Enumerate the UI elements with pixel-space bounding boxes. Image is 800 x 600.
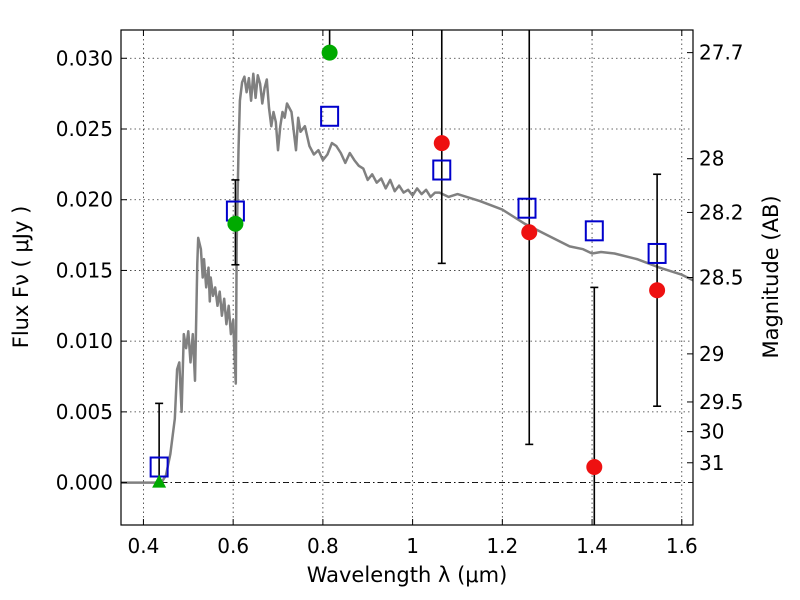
x-tick-label: 0.8 — [307, 534, 339, 558]
circle-marker — [227, 215, 244, 232]
right-tick-label: 29.5 — [699, 390, 744, 414]
square-marker — [647, 242, 667, 264]
right-axis-ticks: 27.7 28 28.2 28.5 29 29.5 30 31 — [687, 41, 744, 475]
square-marker — [584, 220, 604, 242]
y-tick-label: 0.005 — [56, 400, 113, 424]
right-tick-label: 30 — [699, 420, 724, 444]
marker-layer — [149, 44, 667, 488]
circle-marker — [433, 135, 450, 152]
right-tick-label: 31 — [699, 451, 724, 475]
y-axis-ticks: 0.000 0.005 0.010 0.015 0.020 0.025 0.030 — [56, 46, 127, 495]
x-tick-label: 1.6 — [666, 534, 698, 558]
right-tick-label: 29 — [699, 342, 724, 366]
y-tick-label: 0.015 — [56, 258, 113, 282]
gridlines — [121, 30, 693, 525]
y-tick-label: 0.030 — [56, 46, 113, 70]
x-axis-ticks: 0.4 0.6 0.8 1 1.2 1.4 1.6 — [128, 30, 698, 558]
y-axis-label: Flux Fν ( μJy ) — [9, 206, 33, 349]
x-axis-label: Wavelength λ (μm) — [307, 563, 508, 587]
model-spectrum-line — [121, 72, 693, 484]
square-marker — [432, 159, 452, 181]
right-axis-label: Magnitude (AB) — [759, 195, 783, 358]
errorbar-layer — [155, 30, 662, 525]
y-tick-label: 0.025 — [56, 117, 113, 141]
right-tick-label: 28 — [699, 147, 724, 171]
y-tick-label: 0.000 — [56, 471, 113, 495]
x-tick-label: 1 — [406, 534, 419, 558]
y-tick-label: 0.020 — [56, 188, 113, 212]
circle-marker — [649, 282, 666, 299]
right-tick-label: 28.5 — [699, 266, 744, 290]
right-tick-label: 27.7 — [699, 41, 744, 65]
square-marker — [320, 105, 340, 127]
x-tick-label: 1.4 — [576, 534, 608, 558]
x-tick-label: 1.2 — [486, 534, 518, 558]
spectrum-layer — [121, 72, 693, 484]
circle-marker — [521, 224, 538, 241]
square-marker — [517, 197, 537, 219]
circle-marker — [586, 459, 603, 476]
right-tick-label: 28.2 — [699, 200, 744, 224]
x-tick-label: 0.6 — [217, 534, 249, 558]
triangle-marker — [152, 474, 167, 488]
circle-marker — [321, 44, 338, 61]
x-tick-label: 0.4 — [128, 534, 160, 558]
y-tick-label: 0.010 — [56, 329, 113, 353]
